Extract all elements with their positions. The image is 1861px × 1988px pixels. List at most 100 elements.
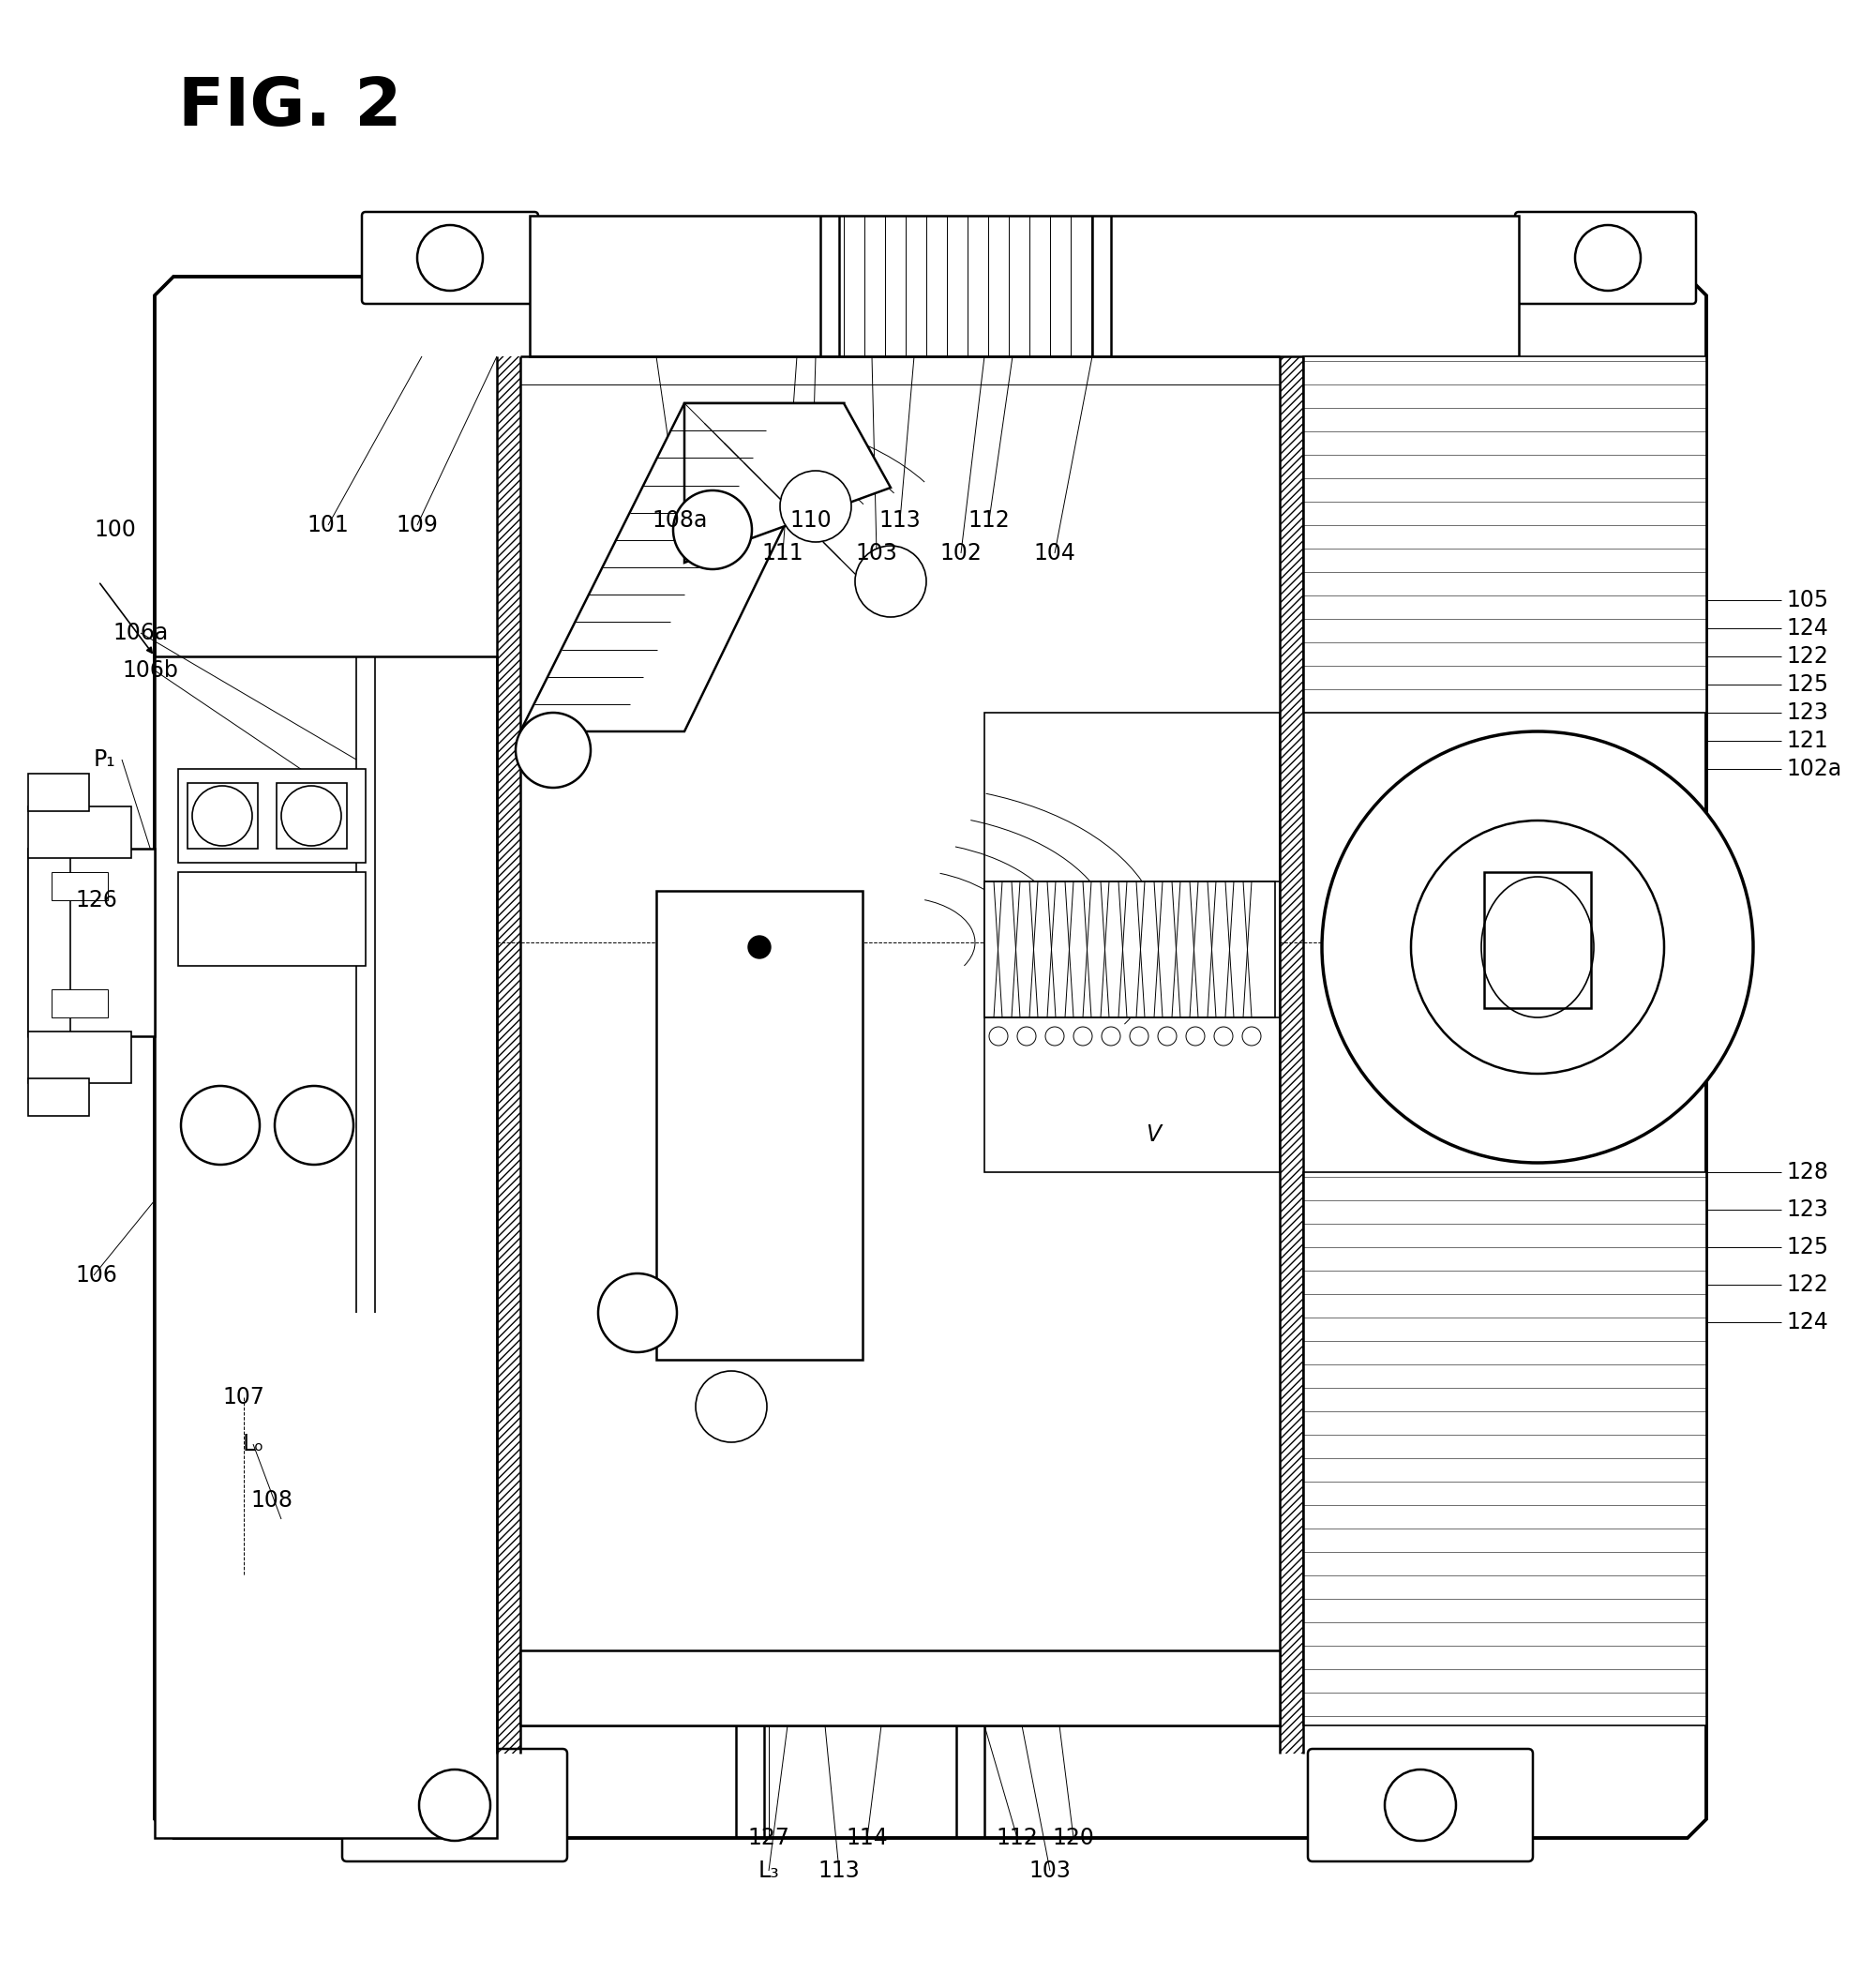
Circle shape <box>696 1372 767 1441</box>
Bar <box>1303 356 1707 712</box>
Circle shape <box>417 225 482 290</box>
Bar <box>657 891 862 984</box>
Bar <box>28 849 154 1036</box>
Text: 126: 126 <box>74 889 117 911</box>
Circle shape <box>1102 1028 1120 1046</box>
Circle shape <box>192 785 253 845</box>
Bar <box>984 881 1275 1018</box>
Text: FIG. 2: FIG. 2 <box>179 76 402 139</box>
Bar <box>28 1032 132 1083</box>
Bar <box>154 656 497 1839</box>
Text: 102: 102 <box>940 543 983 565</box>
Circle shape <box>281 785 341 845</box>
Bar <box>277 783 346 849</box>
Text: Lₒ: Lₒ <box>242 1433 264 1455</box>
FancyBboxPatch shape <box>1308 1749 1533 1861</box>
Bar <box>521 1650 1280 1726</box>
Bar <box>277 783 346 849</box>
Text: 100: 100 <box>93 519 136 541</box>
Text: 109: 109 <box>396 513 437 537</box>
Text: 114: 114 <box>847 1827 888 1849</box>
Bar <box>1312 1753 1528 1857</box>
Bar <box>52 873 108 901</box>
Text: 124: 124 <box>1787 616 1828 640</box>
FancyBboxPatch shape <box>361 213 538 304</box>
Text: 104: 104 <box>1033 543 1076 565</box>
Bar <box>52 990 108 1018</box>
Polygon shape <box>685 404 891 563</box>
Bar <box>1519 215 1692 300</box>
Bar <box>179 769 365 863</box>
Circle shape <box>1385 1769 1455 1841</box>
Text: 113: 113 <box>878 509 921 531</box>
Text: 122: 122 <box>1787 1274 1828 1296</box>
Text: 121: 121 <box>1787 730 1828 751</box>
Bar <box>188 783 259 849</box>
Circle shape <box>515 712 590 787</box>
Bar <box>1303 1173 1707 1726</box>
Bar <box>521 1650 1280 1726</box>
FancyBboxPatch shape <box>1515 213 1695 304</box>
Circle shape <box>1018 1028 1037 1046</box>
Bar <box>28 849 71 1036</box>
Text: 128: 128 <box>1787 1161 1828 1183</box>
Text: 106b: 106b <box>121 660 179 682</box>
Circle shape <box>1213 1028 1232 1046</box>
Bar <box>984 712 1280 1173</box>
Text: 107: 107 <box>223 1386 264 1408</box>
Text: 124: 124 <box>1787 1310 1828 1334</box>
FancyBboxPatch shape <box>342 1749 568 1861</box>
Circle shape <box>1158 1028 1176 1046</box>
Circle shape <box>1074 1028 1092 1046</box>
Text: P₁: P₁ <box>93 747 115 771</box>
Circle shape <box>854 547 927 616</box>
Text: 108a: 108a <box>651 509 707 531</box>
Bar <box>1303 1173 1707 1726</box>
Text: 125: 125 <box>1787 674 1828 696</box>
Text: L₃: L₃ <box>757 1859 780 1883</box>
Bar <box>179 873 365 966</box>
Text: 108: 108 <box>251 1489 292 1511</box>
Text: 106a: 106a <box>112 622 167 644</box>
Circle shape <box>1411 821 1664 1074</box>
Polygon shape <box>521 404 843 732</box>
Bar <box>365 215 534 300</box>
Bar <box>657 1266 862 1360</box>
Bar <box>28 807 132 859</box>
Circle shape <box>1321 732 1753 1163</box>
Circle shape <box>1046 1028 1064 1046</box>
Text: 111: 111 <box>761 543 804 565</box>
Circle shape <box>597 1274 677 1352</box>
Bar <box>346 1753 562 1857</box>
Polygon shape <box>154 276 1707 1839</box>
Text: 106: 106 <box>74 1264 117 1286</box>
Text: 101: 101 <box>307 513 350 537</box>
Circle shape <box>780 471 850 543</box>
Text: 105: 105 <box>1787 588 1828 612</box>
Bar <box>28 773 89 811</box>
Text: V: V <box>1146 1123 1161 1145</box>
Bar <box>188 783 259 849</box>
Text: 123: 123 <box>1787 1199 1828 1221</box>
Text: 113: 113 <box>819 1859 860 1883</box>
Bar <box>28 1077 89 1115</box>
Circle shape <box>1243 1028 1262 1046</box>
Circle shape <box>275 1085 354 1165</box>
Circle shape <box>1574 225 1641 290</box>
Circle shape <box>988 1028 1009 1046</box>
Text: 125: 125 <box>1787 1237 1828 1258</box>
Text: 103: 103 <box>1029 1859 1072 1883</box>
Text: 122: 122 <box>1787 646 1828 668</box>
Text: 127: 127 <box>748 1827 789 1849</box>
Text: 112: 112 <box>968 509 1011 531</box>
Text: 123: 123 <box>1787 702 1828 724</box>
Circle shape <box>1185 1028 1204 1046</box>
Bar <box>530 215 1519 356</box>
Circle shape <box>748 936 770 958</box>
Text: 102a: 102a <box>1787 757 1842 779</box>
Circle shape <box>181 1085 261 1165</box>
Text: 120: 120 <box>1053 1827 1094 1849</box>
Circle shape <box>674 491 752 569</box>
Text: 112: 112 <box>996 1827 1038 1849</box>
Bar <box>1280 356 1303 1753</box>
